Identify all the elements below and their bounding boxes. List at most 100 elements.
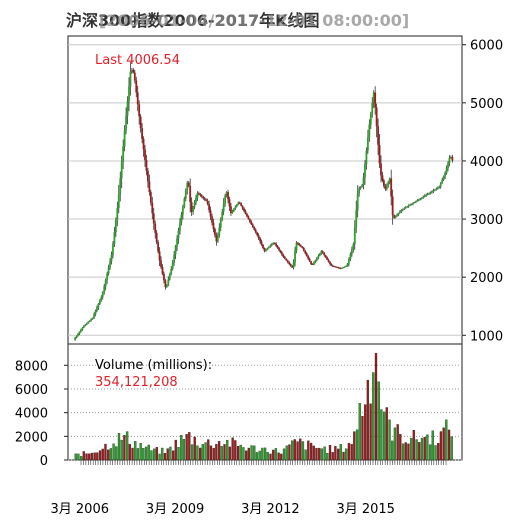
candle-body [298,244,301,246]
candle-body [206,200,209,205]
candle-body [141,128,143,139]
candle-body [348,258,350,264]
candle-body [225,192,228,196]
candle-body [342,267,345,269]
candle-body [202,196,205,199]
candle-body [302,248,305,251]
x-tick-label: 3月 2015 [336,502,395,517]
volume-bar [242,447,245,461]
candle-body [448,157,451,163]
candle-body [436,187,439,189]
price-candles [74,62,454,341]
volume-ytick-label: 0 [40,454,48,469]
candle-body [224,195,227,204]
volume-bar [180,434,183,461]
volume-bar [169,446,172,461]
candle-body [212,222,215,229]
candle-body [87,321,90,324]
volume-bar [93,452,96,461]
candle-body [93,314,95,318]
candle-body [336,267,339,269]
volume-bar [134,441,137,461]
candle-body [90,319,93,321]
candle-body [327,259,330,262]
candle-body [314,260,317,263]
x-tick-label: 3月 2009 [146,502,205,517]
candle-body [311,263,314,265]
candle-body [393,215,396,218]
candle-body [77,333,79,336]
price-ytick-label: 1000 [470,329,503,344]
volume-bar [293,439,296,461]
candle-body [232,208,235,212]
volume-bar [193,436,196,461]
volume-bar [163,453,167,461]
candle-body [256,232,259,236]
x-tick-label: 3月 2012 [241,502,300,517]
candle-body [164,280,167,288]
candle-body [219,219,222,228]
candle-body [161,267,164,274]
volume-bar [393,427,397,461]
candle-body [275,243,278,246]
candle-body [259,238,261,242]
volume-bar [374,352,378,461]
volume-bar [261,447,264,461]
candle-body [135,80,138,93]
volume-bar [312,445,315,461]
volume-bar [382,411,386,461]
volume-bar [104,443,107,461]
candle-body [292,262,295,268]
volume-bar [447,429,451,461]
candle-body [343,266,346,268]
volume-bar [217,441,221,461]
volume-bar [201,444,205,461]
volume-bar [153,448,156,461]
volume-bar [272,449,275,461]
candle-body [155,232,158,243]
candle-body [388,178,391,183]
volume-bar [304,449,307,461]
candle-body [422,196,425,198]
volume-bar [307,440,310,461]
candle-body [438,186,441,188]
candle-body [361,185,363,187]
candle-body [365,150,368,165]
volume-bar [331,452,334,461]
price-ytick-label: 3000 [470,213,503,228]
volume-bar [358,403,361,461]
candle-body [450,157,452,159]
volume-bar [147,444,150,461]
candle-body [366,137,369,151]
candle-body [433,189,436,191]
candle-body [320,251,323,254]
candle-body [171,262,174,269]
candle-body [216,235,219,242]
candle-body [157,242,160,252]
volume-bar [388,419,391,461]
volume-bar [391,440,394,461]
candle-body [160,260,162,268]
candle-body [332,265,334,267]
volume-bar [244,450,248,461]
volume-bar [266,452,269,461]
candle-body [333,266,336,268]
candle-body [196,193,199,198]
candle-body [359,186,362,189]
candle-body [74,337,76,340]
candle-body [384,185,387,190]
candle-body [250,221,253,225]
volume-ytick-label: 2000 [15,430,48,445]
volume-bar [410,438,413,461]
volume-bar [212,447,215,461]
candle-body [369,113,372,125]
candle-body [180,214,183,223]
candle-body [403,208,406,210]
candle-body [451,157,454,161]
candle-body [396,214,398,217]
candle-body [270,244,273,246]
candle-body [444,173,446,177]
candle-body [193,202,196,208]
volume-bar [372,372,375,461]
